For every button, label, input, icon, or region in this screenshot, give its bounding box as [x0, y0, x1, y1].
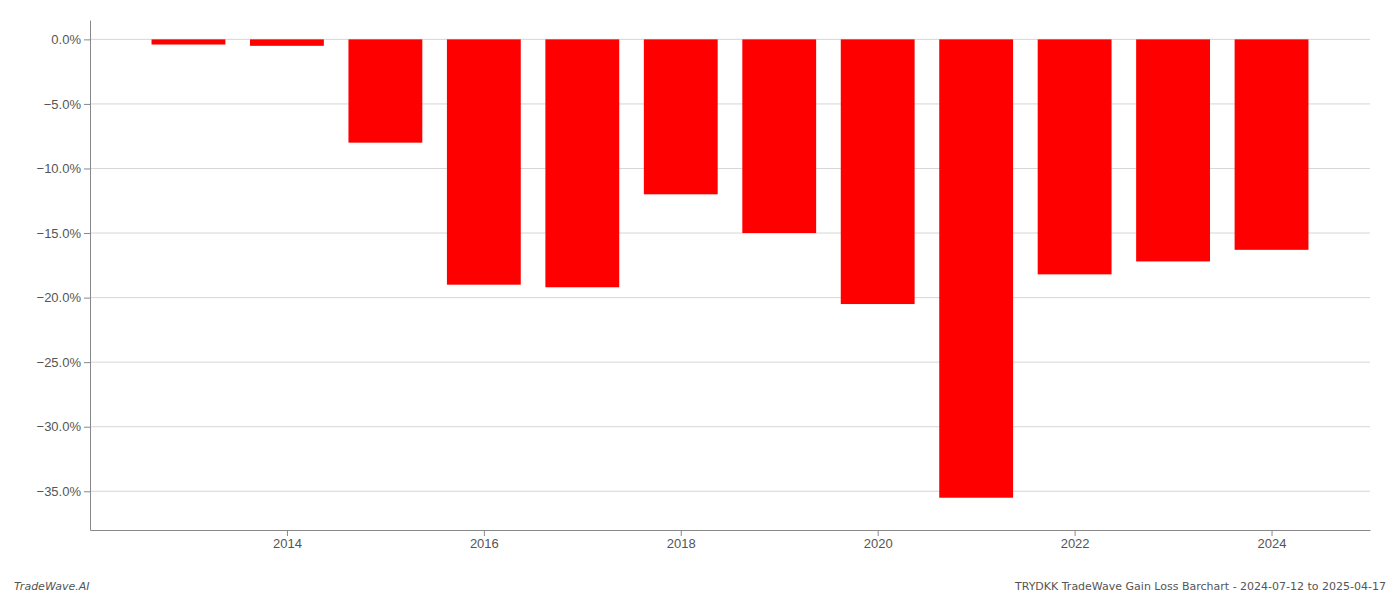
- y-tick: −20.0%: [37, 290, 90, 305]
- y-tick: −15.0%: [37, 226, 90, 241]
- grid-line: [90, 491, 1370, 492]
- y-tick-mark: [84, 104, 90, 105]
- y-tick-label: −35.0%: [37, 484, 82, 499]
- bar: [1038, 39, 1112, 274]
- y-tick-mark: [84, 298, 90, 299]
- bar: [545, 39, 619, 287]
- bar: [939, 39, 1013, 497]
- x-tick: 2020: [864, 530, 893, 551]
- x-tick-mark: [484, 530, 485, 536]
- x-tick-label: 2018: [667, 536, 696, 551]
- y-tick: −35.0%: [37, 484, 90, 499]
- footer-right: TRYDKK TradeWave Gain Loss Barchart - 20…: [1014, 580, 1386, 593]
- y-axis: 0.0% −5.0% −10.0% −15.0% −20.0% −25.0% −30.0% −…: [37, 21, 91, 531]
- y-tick-mark: [84, 427, 90, 428]
- x-tick-label: 2022: [1061, 536, 1090, 551]
- bar: [250, 39, 324, 45]
- bar: [742, 39, 816, 233]
- y-tick-mark: [84, 39, 90, 40]
- x-tick: 2016: [470, 530, 499, 551]
- x-axis: 2014 2016 2018 2020 2022 2024: [91, 530, 1371, 551]
- x-tick: 2014: [273, 530, 302, 551]
- footer-left: TradeWave.AI: [14, 580, 89, 593]
- x-tick-label: 2014: [273, 536, 302, 551]
- y-tick-label: −25.0%: [37, 355, 82, 370]
- y-tick-label: −10.0%: [37, 161, 82, 176]
- bar: [841, 39, 915, 304]
- bar: [1136, 39, 1210, 261]
- y-tick-mark: [84, 362, 90, 363]
- bars: [152, 39, 1309, 497]
- grid-line: [90, 426, 1370, 427]
- x-tick-mark: [681, 530, 682, 536]
- bar: [1235, 39, 1309, 249]
- y-tick-mark: [84, 491, 90, 492]
- grid-line: [90, 297, 1370, 298]
- x-tick: 2024: [1258, 530, 1287, 551]
- y-tick: −5.0%: [44, 97, 90, 112]
- y-tick: 0.0%: [51, 32, 90, 47]
- y-tick: −30.0%: [37, 419, 90, 434]
- x-tick-mark: [878, 530, 879, 536]
- y-tick-label: −5.0%: [44, 97, 82, 112]
- y-tick: −25.0%: [37, 355, 90, 370]
- x-tick-mark: [287, 530, 288, 536]
- x-tick-mark: [1075, 530, 1076, 536]
- x-tick-label: 2016: [470, 536, 499, 551]
- x-tick-mark: [1272, 530, 1273, 536]
- x-tick-label: 2024: [1258, 536, 1287, 551]
- x-axis-line: [91, 530, 1371, 531]
- grid: [90, 39, 1370, 491]
- y-tick-mark: [84, 168, 90, 169]
- bar: [644, 39, 718, 194]
- bar: [447, 39, 521, 284]
- y-tick-label: −20.0%: [37, 290, 82, 305]
- bar: [348, 39, 422, 142]
- y-tick: −10.0%: [37, 161, 90, 176]
- bar: [152, 39, 226, 44]
- chart-svg: 0.0% −5.0% −10.0% −15.0% −20.0% −25.0% −30.0% −…: [0, 0, 1400, 600]
- y-axis-line: [90, 21, 91, 531]
- x-tick: 2022: [1061, 530, 1090, 551]
- y-tick-mark: [84, 233, 90, 234]
- y-tick-label: −30.0%: [37, 419, 82, 434]
- y-tick-label: −15.0%: [37, 226, 82, 241]
- x-tick: 2018: [667, 530, 696, 551]
- plot: 0.0% −5.0% −10.0% −15.0% −20.0% −25.0% −30.0% −…: [37, 21, 1371, 552]
- x-tick-label: 2020: [864, 536, 893, 551]
- chart-container: 0.0% −5.0% −10.0% −15.0% −20.0% −25.0% −30.0% −…: [0, 0, 1400, 600]
- y-tick-label: 0.0%: [51, 32, 81, 47]
- grid-line: [90, 362, 1370, 363]
